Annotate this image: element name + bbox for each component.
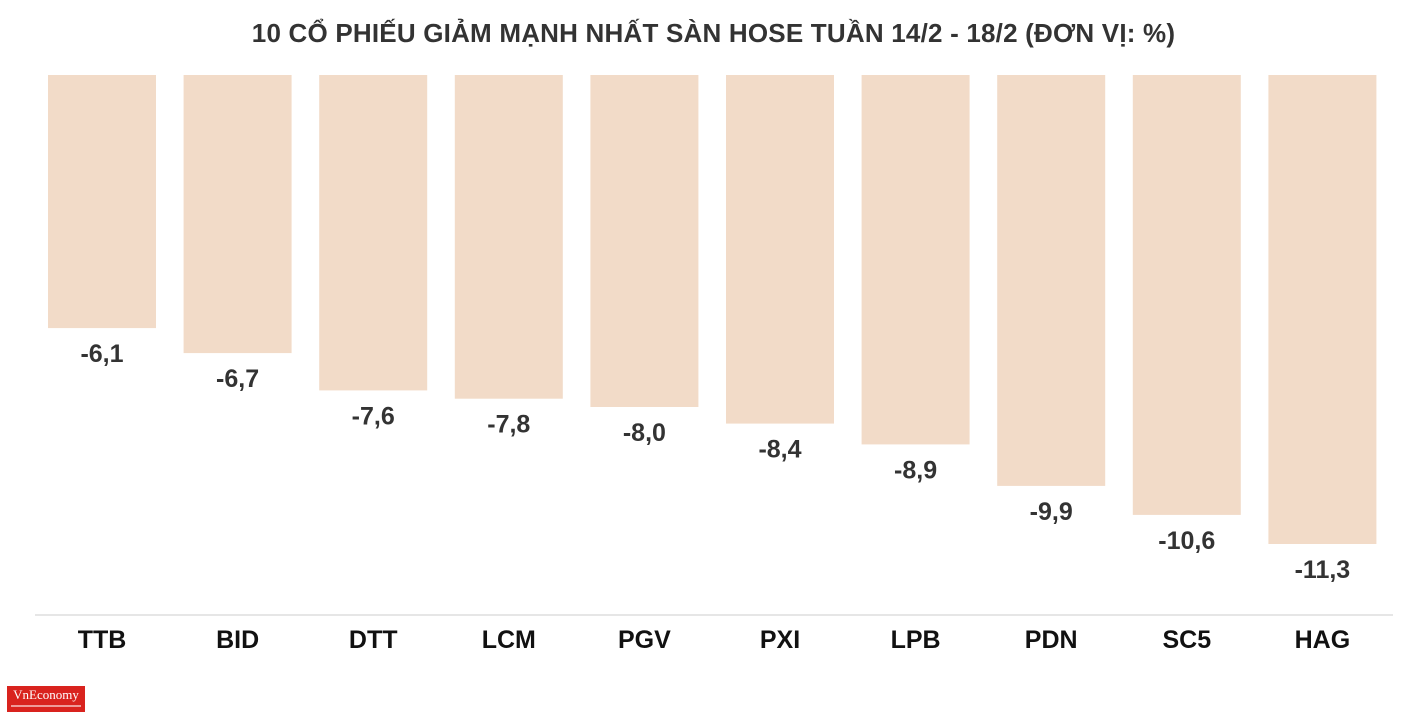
logo-text: VnEconomy xyxy=(13,687,79,702)
bar-ttb xyxy=(48,75,156,329)
bar-pxi xyxy=(726,75,834,424)
value-label-sc5: -10,6 xyxy=(1158,527,1215,555)
value-label-dtt: -7,6 xyxy=(352,402,395,430)
x-tick-label-lcm: LCM xyxy=(482,626,536,654)
logo-tagline-strip xyxy=(11,705,81,707)
bar-pgv xyxy=(590,75,699,407)
value-label-lpb: -8,9 xyxy=(894,456,937,484)
value-label-hag: -11,3 xyxy=(1295,556,1351,584)
bar-lcm xyxy=(454,75,563,399)
value-label-ttb: -6,1 xyxy=(80,340,123,368)
x-tick-label-bid: BID xyxy=(216,626,259,654)
x-tick-label-sc5: SC5 xyxy=(1162,626,1211,654)
value-label-bid: -6,7 xyxy=(216,365,259,393)
x-tick-label-dtt: DTT xyxy=(349,626,398,654)
bar-chart: -6,1 -6,7 -7,6 -7,8 -8,0 -8,4 -8,9 -9,9 -10,6 -11… xyxy=(35,75,1393,654)
x-tick-label-pxi: PXI xyxy=(760,626,800,654)
x-tick-label-pgv: PGV xyxy=(618,626,671,654)
bar-hag xyxy=(1268,75,1377,544)
x-tick-label-ttb: TTB xyxy=(78,626,127,654)
value-label-lcm: -7,8 xyxy=(487,411,530,439)
value-label-pxi: -8,4 xyxy=(758,436,801,464)
bar-bid xyxy=(183,75,292,354)
value-label-pgv: -8,0 xyxy=(623,419,666,447)
bar-dtt xyxy=(319,75,428,391)
bars-group: -6,1 -6,7 -7,6 -7,8 -8,0 -8,4 -8,9 -9,9 -10,6 -11… xyxy=(48,75,1377,584)
x-tick-labels: TTB BID DTT LCM PGV PXI LPB PDN SC5 HAG xyxy=(78,626,1350,654)
bar-lpb xyxy=(861,75,970,445)
bar-pdn xyxy=(997,75,1106,486)
bar-sc5 xyxy=(1132,75,1241,515)
chart-title: 10 CỔ PHIẾU GIẢM MẠNH NHẤT SÀN HOSE TUẦN… xyxy=(251,18,1176,48)
x-tick-label-hag: HAG xyxy=(1295,626,1351,654)
x-tick-label-lpb: LPB xyxy=(891,626,941,654)
x-tick-label-pdn: PDN xyxy=(1025,626,1078,654)
value-label-pdn: -9,9 xyxy=(1030,498,1073,526)
vneconomy-logo: VnEconomy xyxy=(7,686,85,712)
